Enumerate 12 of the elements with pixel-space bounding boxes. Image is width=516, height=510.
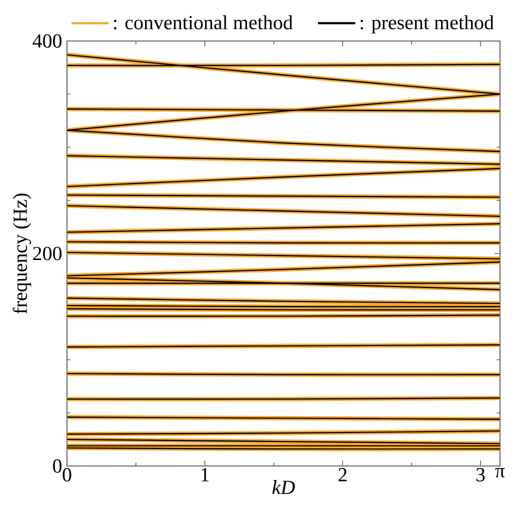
x-tick-label: π xyxy=(495,468,505,478)
legend-label: : conventional method xyxy=(114,15,293,30)
x-tick-label: 0 xyxy=(62,468,72,482)
y-axis-title: frequency (Hz) xyxy=(12,194,32,314)
x-tick-label: 3 xyxy=(476,468,485,482)
y-tick-label: 400 xyxy=(32,34,62,48)
x-tick-label: 1 xyxy=(202,468,209,482)
x-tick-label: 2 xyxy=(338,468,347,482)
y-tick-label: 200 xyxy=(33,246,62,260)
legend-label: : present method xyxy=(360,15,494,34)
y-tick-label: 0 xyxy=(53,459,62,473)
x-axis-title: kD xyxy=(272,480,295,494)
